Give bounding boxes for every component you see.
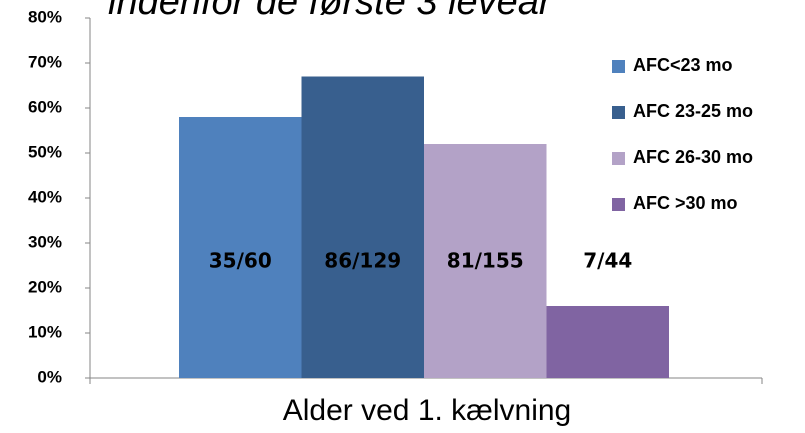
legend-label: AFC 23-25 mo [633, 101, 753, 121]
bar-annotation: 86/129 [324, 249, 401, 273]
bar-annotation: 81/155 [447, 249, 524, 273]
y-tick-label: 60% [28, 97, 62, 116]
bar [546, 306, 669, 378]
y-tick-label: 70% [28, 52, 62, 71]
y-tick-label: 20% [28, 277, 62, 296]
bar [179, 117, 302, 378]
y-tick-label: 10% [28, 322, 62, 341]
bar [301, 76, 424, 378]
y-tick-label: 0% [37, 367, 62, 386]
x-axis-label: Alder ved 1. kælvning [283, 394, 572, 427]
bar-annotation: 35/60 [209, 249, 272, 273]
chart-title: indenfor de første 3 leveår [108, 0, 553, 23]
legend-label: AFC >30 mo [633, 193, 738, 213]
y-tick-label: 80% [28, 7, 62, 26]
legend-label: AFC 26-30 mo [633, 147, 753, 167]
bar-annotation: 7/44 [583, 249, 632, 273]
y-tick-label: 30% [28, 232, 62, 251]
legend-label: AFC<23 mo [633, 55, 733, 75]
legend-swatch [612, 198, 625, 211]
legend-swatch [612, 152, 625, 165]
bar [424, 144, 547, 378]
y-tick-label: 50% [28, 142, 62, 161]
legend-swatch [612, 106, 625, 119]
legend-swatch [612, 60, 625, 73]
y-tick-label: 40% [28, 187, 62, 206]
